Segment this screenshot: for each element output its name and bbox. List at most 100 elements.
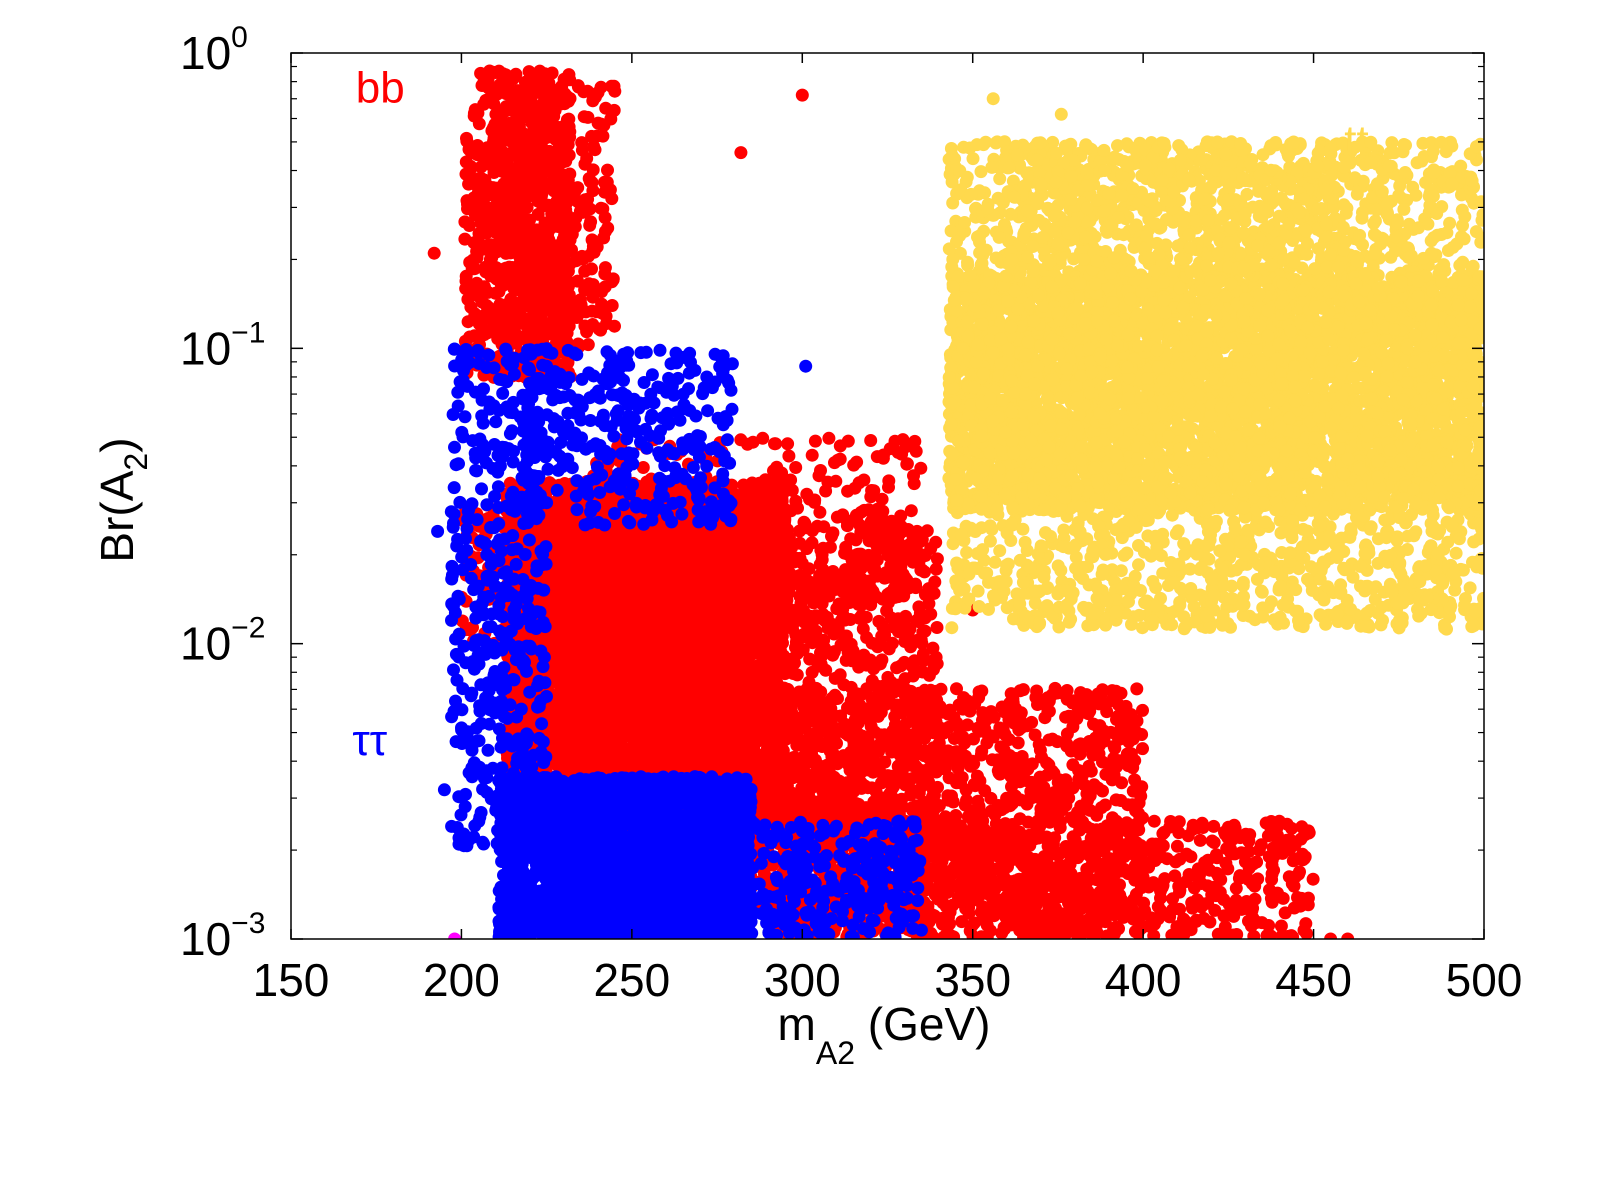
point-bb-764 <box>503 295 517 308</box>
point-bb-935 <box>560 208 574 222</box>
point-bb-1049 <box>498 122 512 136</box>
point-bb-695 <box>474 66 488 80</box>
point-bb-661 <box>470 276 484 290</box>
point-bb-763 <box>532 266 546 280</box>
point-bb-958 <box>582 277 596 291</box>
point-bb-1005 <box>607 103 621 117</box>
point-bb-932 <box>517 298 531 312</box>
point-bb-1032 <box>528 280 542 294</box>
point-bb-961 <box>590 240 604 254</box>
point-bb-1009 <box>542 267 556 281</box>
point-bb-970 <box>551 220 565 233</box>
point-bb-938 <box>501 264 515 278</box>
point-bb-642 <box>487 319 501 333</box>
scatter-points <box>427 64 1484 939</box>
point-bb-814 <box>491 83 505 97</box>
point-bb-1013 <box>581 84 595 98</box>
point-bb-699 <box>533 64 547 78</box>
point-bb-1025 <box>561 138 575 152</box>
point-bb-997 <box>561 294 575 308</box>
point-bb-327 <box>467 106 481 120</box>
point-bb-990 <box>554 194 568 208</box>
point-bb-894 <box>583 218 597 232</box>
point-bb-1028 <box>571 274 585 288</box>
point-bb-919 <box>550 321 564 335</box>
point-bb-1041 <box>563 183 577 197</box>
point-bb-892 <box>493 110 507 124</box>
point-bb-1030 <box>530 130 544 144</box>
point-bb-792 <box>552 280 566 294</box>
point-bb-936 <box>531 162 545 176</box>
point-bb-546 <box>481 285 495 299</box>
point-bb-470 <box>460 134 474 148</box>
point-bb-650 <box>476 323 490 336</box>
point-bb-981 <box>554 91 568 105</box>
point-bb-1000 <box>537 109 551 123</box>
point-bb-1022 <box>529 147 543 161</box>
point-bb-822 <box>588 143 602 157</box>
point-bb-1035 <box>572 307 586 321</box>
point-bb-1016 <box>505 87 519 101</box>
point-bb-652 <box>530 223 544 237</box>
point-bb-1004 <box>550 309 564 323</box>
point-bb-1034 <box>494 137 507 151</box>
point-bb-887 <box>500 200 514 214</box>
point-bb-882 <box>571 79 585 93</box>
point-bb-947 <box>557 255 571 269</box>
point-bb-1026 <box>586 163 600 177</box>
point-bb-684 <box>474 142 488 156</box>
point-bb-983 <box>497 177 511 191</box>
point-bb-980 <box>596 300 610 314</box>
point-bb-687 <box>465 262 479 276</box>
point-bb-1046 <box>499 239 513 253</box>
point-bb-659 <box>464 300 478 314</box>
point-bb-689 <box>479 187 493 201</box>
point-bb-1039 <box>489 261 503 275</box>
point-bb-904 <box>497 162 511 176</box>
point-bb-657 <box>482 94 495 108</box>
point-bb-668 <box>474 160 488 174</box>
point-bb-871 <box>508 188 522 202</box>
point-bb-1008 <box>608 319 621 333</box>
point-bb-950 <box>596 129 610 143</box>
point-bb-1047 <box>511 332 525 346</box>
point-bb-611 <box>462 195 476 209</box>
point-bb-654 <box>472 117 486 131</box>
point-bb-943 <box>499 100 513 114</box>
point-bb-1003 <box>550 239 564 253</box>
point-bb-849 <box>578 264 592 278</box>
point-bb-978 <box>536 294 550 308</box>
point-bb-516 <box>499 68 513 82</box>
point-bb-1040 <box>507 228 521 242</box>
point-bb-1001 <box>598 267 612 281</box>
point-bb-954 <box>490 270 504 284</box>
point-bb-1029 <box>533 313 547 327</box>
point-bb-888 <box>597 231 611 245</box>
point-bb-959 <box>591 116 605 130</box>
point-bb-856 <box>496 229 510 243</box>
point-bb-999 <box>581 192 595 206</box>
point-bb-913 <box>585 304 599 318</box>
point-bb-1043 <box>599 178 613 192</box>
point-bb-733 <box>493 297 507 311</box>
point-bb-1044 <box>575 136 589 150</box>
point-bb-945 <box>594 80 608 94</box>
point-bb-971 <box>586 290 600 304</box>
point-bb-529 <box>545 66 559 80</box>
point-bb-895 <box>517 89 531 103</box>
point-bb-1038 <box>497 189 511 203</box>
point-bb-1023 <box>545 150 559 164</box>
point-bb-860 <box>605 79 618 93</box>
point-bb-1042 <box>581 110 595 124</box>
point-bb-922 <box>520 200 534 214</box>
point-bb-937 <box>528 240 542 254</box>
point-bb-1031 <box>531 178 545 192</box>
point-bb-845 <box>548 177 562 191</box>
point-bb-963 <box>576 205 589 219</box>
point-bb-1011 <box>515 310 528 324</box>
point-bb-1037 <box>583 174 597 188</box>
point-bb-392 <box>464 174 478 188</box>
point-bb-966 <box>544 252 558 265</box>
point-bb-604 <box>479 265 493 279</box>
